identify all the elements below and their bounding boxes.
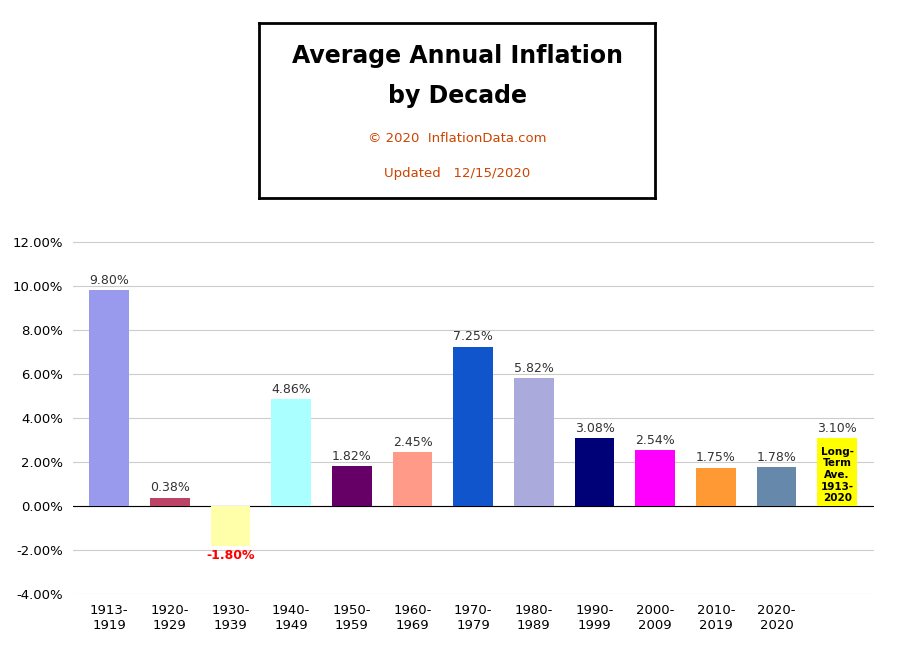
Text: 7.25%: 7.25% (453, 330, 493, 343)
Text: 3.10%: 3.10% (817, 422, 857, 434)
Bar (817, 438, 857, 506)
Bar (635, 450, 675, 506)
Text: 9.80%: 9.80% (89, 274, 129, 287)
Text: 2.45%: 2.45% (392, 436, 432, 449)
Bar (211, 506, 250, 546)
Bar (150, 498, 189, 506)
Text: 5.82%: 5.82% (514, 362, 554, 375)
Text: 0.38%: 0.38% (150, 481, 190, 494)
Text: Long-
Term
Ave.
1913-
2020: Long- Term Ave. 1913- 2020 (821, 447, 854, 503)
Text: © 2020  InflationData.com: © 2020 InflationData.com (368, 131, 547, 145)
Text: Average Annual Inflation: Average Annual Inflation (292, 44, 622, 68)
Bar (393, 452, 432, 506)
Text: -1.80%: -1.80% (207, 549, 255, 562)
Bar (514, 378, 553, 506)
Bar (575, 438, 614, 506)
Bar (696, 467, 735, 506)
Bar (757, 467, 796, 506)
Bar (89, 290, 129, 506)
Text: 1.78%: 1.78% (756, 451, 796, 463)
Text: 3.08%: 3.08% (574, 422, 614, 435)
Text: 1.82%: 1.82% (332, 449, 372, 463)
Bar (332, 466, 371, 506)
Bar (453, 346, 493, 506)
Text: by Decade: by Decade (388, 84, 527, 108)
Text: 2.54%: 2.54% (635, 434, 675, 447)
Bar (271, 399, 311, 506)
Text: 4.86%: 4.86% (271, 383, 311, 396)
Text: 1.75%: 1.75% (696, 451, 736, 464)
Text: Updated   12/15/2020: Updated 12/15/2020 (384, 166, 531, 180)
